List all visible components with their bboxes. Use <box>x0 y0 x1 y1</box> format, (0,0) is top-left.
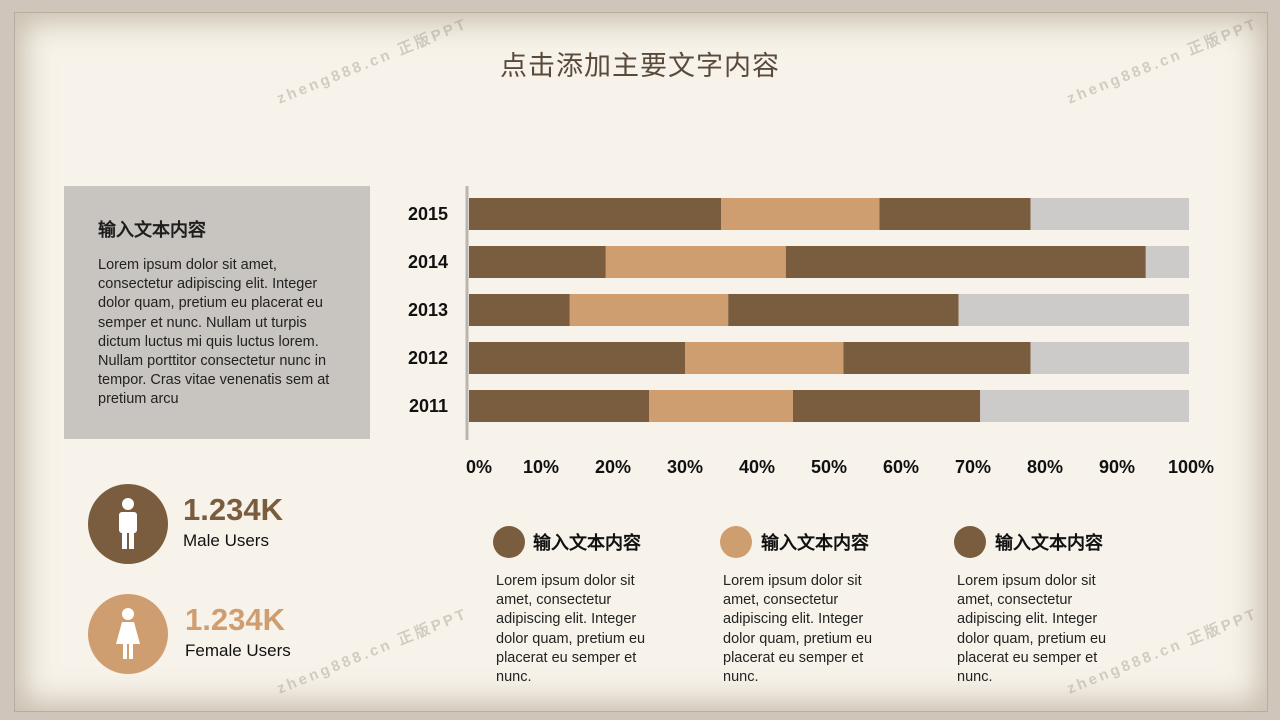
x-tick-label: 10% <box>523 457 559 477</box>
female-users-value: 1.234K <box>185 602 285 637</box>
bar-segment-2015-3 <box>879 198 1031 230</box>
female-icon <box>116 608 140 659</box>
bar-segment-2012-2 <box>685 342 844 374</box>
x-tick-label: 90% <box>1099 457 1135 477</box>
y-tick-label: 2011 <box>409 396 448 416</box>
legend-body: Lorem ipsum dolor sit amet, consectetur … <box>496 573 646 686</box>
bar-segment-2015-2 <box>721 198 880 230</box>
bar-segment-2011-2 <box>649 390 793 422</box>
male-users-value: 1.234K <box>183 492 283 527</box>
y-tick-label: 2013 <box>408 300 448 320</box>
bar-segment-2014-2 <box>605 246 786 278</box>
bar-segment-2015-4 <box>1030 198 1189 230</box>
legend-title: 输入文本内容 <box>533 533 641 553</box>
legend-body: Lorem ipsum dolor sit amet, consectetur … <box>723 573 873 686</box>
page-title: 点击添加主要文字内容 <box>500 51 780 81</box>
bar-segment-2012-1 <box>469 342 685 374</box>
legend-dot <box>954 526 986 558</box>
legend-title: 输入文本内容 <box>761 533 869 553</box>
female-badge <box>88 594 168 674</box>
bar-segment-2014-3 <box>785 246 1146 278</box>
bar-segment-2011-1 <box>469 390 649 422</box>
bar-segment-2014-4 <box>1145 246 1189 278</box>
legend-title: 输入文本内容 <box>995 533 1103 553</box>
male-icon <box>119 498 137 549</box>
panel-body: Lorem ipsum dolor sit amet, consectetur … <box>98 257 330 408</box>
legend-dot <box>720 526 752 558</box>
text-panel: 输入文本内容 Lorem ipsum dolor sit amet, conse… <box>64 186 370 439</box>
x-tick-label: 70% <box>955 457 991 477</box>
x-tick-label: 60% <box>883 457 919 477</box>
x-tick-label: 0% <box>466 457 492 477</box>
x-tick-label: 80% <box>1027 457 1063 477</box>
bar-segment-2011-4 <box>980 390 1189 422</box>
bar-segment-2013-1 <box>469 294 570 326</box>
bar-segment-2015-1 <box>469 198 721 230</box>
x-tick-label: 20% <box>595 457 631 477</box>
x-tick-label: 100% <box>1168 457 1214 477</box>
bar-segment-2013-4 <box>958 294 1189 326</box>
male-badge <box>88 484 168 564</box>
bar-segment-2012-4 <box>1030 342 1189 374</box>
female-users-label: Female Users <box>185 641 291 660</box>
panel-title: 输入文本内容 <box>98 220 206 240</box>
x-tick-label: 50% <box>811 457 847 477</box>
bar-segment-2013-3 <box>728 294 959 326</box>
bar-segment-2012-3 <box>843 342 1031 374</box>
legend-dot <box>493 526 525 558</box>
y-tick-label: 2012 <box>408 348 448 368</box>
legend-body: Lorem ipsum dolor sit amet, consectetur … <box>957 573 1107 686</box>
male-users-label: Male Users <box>183 531 269 550</box>
x-tick-label: 30% <box>667 457 703 477</box>
y-tick-label: 2014 <box>408 252 448 272</box>
y-tick-label: 2015 <box>408 204 448 224</box>
bar-segment-2011-3 <box>793 390 981 422</box>
x-tick-label: 40% <box>739 457 775 477</box>
bar-segment-2014-1 <box>469 246 606 278</box>
bar-segment-2013-2 <box>569 294 729 326</box>
